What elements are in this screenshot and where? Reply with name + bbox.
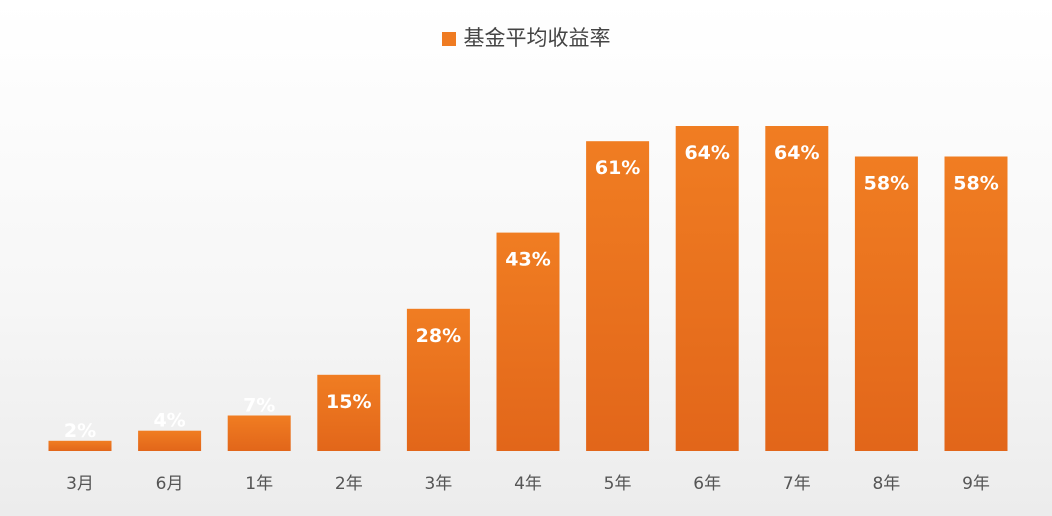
bar-labels-group: 2% 4% 7% 15% 28% 43% 61% 64% 64% 58% 58% xyxy=(64,142,999,442)
bar-1 xyxy=(48,440,112,451)
bar-6 xyxy=(496,232,560,451)
bar-11 xyxy=(944,156,1008,451)
legend-label: 基金平均收益率 xyxy=(463,26,611,50)
bar-4 xyxy=(317,374,381,451)
bar-value-label: 28% xyxy=(416,325,461,347)
bar-value-label: 4% xyxy=(153,410,185,432)
bar-9 xyxy=(765,126,829,451)
x-tick-label: 2年 xyxy=(335,474,363,494)
legend: 基金平均收益率 xyxy=(0,22,1052,52)
bar-value-label: 43% xyxy=(505,249,550,271)
x-tick-label: 1年 xyxy=(245,474,273,494)
bar-value-label: 58% xyxy=(953,173,998,195)
bar-value-label: 64% xyxy=(684,142,729,164)
bar-2 xyxy=(138,430,202,451)
bar-value-label: 2% xyxy=(64,420,96,442)
legend-swatch xyxy=(441,32,456,46)
x-axis-ticks: 3月 6月 1年 2年 3年 4年 5年 6年 7年 8年 9年 xyxy=(66,474,990,494)
x-tick-label: 5年 xyxy=(604,474,632,494)
bar-7 xyxy=(586,141,650,451)
x-tick-label: 8年 xyxy=(872,474,900,494)
bar-8 xyxy=(675,126,739,451)
bar-value-label: 64% xyxy=(774,142,819,164)
bar-value-label: 15% xyxy=(326,391,371,413)
x-tick-label: 6月 xyxy=(156,474,184,494)
bar-value-label: 7% xyxy=(243,395,275,417)
x-tick-label: 7年 xyxy=(783,474,811,494)
bar-value-label: 58% xyxy=(864,173,909,195)
x-tick-label: 4年 xyxy=(514,474,542,494)
bar-3 xyxy=(227,415,291,451)
x-tick-label: 3年 xyxy=(424,474,452,494)
bars-group xyxy=(48,126,1008,451)
bar-5 xyxy=(406,308,470,451)
x-tick-label: 3月 xyxy=(66,474,94,494)
bar-10 xyxy=(854,156,918,451)
x-tick-label: 9年 xyxy=(962,474,990,494)
bar-value-label: 61% xyxy=(595,157,640,179)
x-tick-label: 6年 xyxy=(693,474,721,494)
